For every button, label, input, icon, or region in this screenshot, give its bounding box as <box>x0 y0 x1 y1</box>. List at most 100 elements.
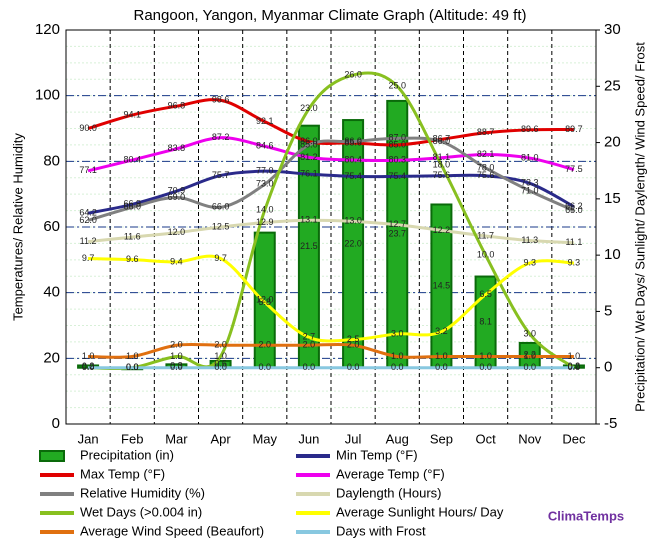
data-label: 82.1 <box>477 149 495 159</box>
data-label: 0.2 <box>568 361 581 371</box>
data-label: 3.0 <box>523 328 536 338</box>
data-label: 9.6 <box>126 254 139 264</box>
data-label: 2.0 <box>214 340 227 350</box>
data-label: 0.0 <box>82 362 95 372</box>
data-label: 75.4 <box>388 171 406 181</box>
x-tick-label: Aug <box>386 431 409 446</box>
data-label: 85.0 <box>388 139 406 149</box>
data-label: 0.0 <box>214 362 227 372</box>
data-label: 77.0 <box>256 166 274 176</box>
y-tick-label: 120 <box>35 21 60 38</box>
data-label: 81.0 <box>521 152 539 162</box>
y-tick-label: 20 <box>43 349 60 366</box>
data-label: 0.6 <box>214 359 227 369</box>
data-label: 76.1 <box>300 169 318 179</box>
data-label: 0.0 <box>568 362 581 372</box>
data-label: 1.0 <box>435 351 448 361</box>
y2-tick-label: 25 <box>604 77 621 94</box>
legend-label: Relative Humidity (%) <box>80 485 205 500</box>
data-label: 80.4 <box>123 154 141 164</box>
data-label: 84.6 <box>256 141 274 151</box>
data-label: 10.0 <box>477 250 495 260</box>
x-tick-label: Apr <box>210 431 231 446</box>
data-label: 86.0 <box>300 136 318 146</box>
data-label: 12.0 <box>168 227 186 237</box>
data-label: 2.0 <box>347 340 360 350</box>
x-tick-label: Oct <box>475 431 496 446</box>
x-tick-label: May <box>252 431 277 446</box>
data-label: 96.8 <box>168 101 186 111</box>
data-label: 11.3 <box>521 235 538 245</box>
data-label: 11.7 <box>477 230 494 240</box>
data-label: 1.0 <box>568 351 581 361</box>
y2-tick-label: -5 <box>604 415 617 432</box>
line <box>87 169 575 215</box>
x-tick-label: Mar <box>165 431 188 446</box>
x-tick-label: Sep <box>430 431 453 446</box>
data-label: 77.5 <box>565 164 583 174</box>
data-label: 73.0 <box>256 179 274 189</box>
data-label: 75.6 <box>477 170 495 180</box>
data-label: 0.0 <box>303 362 316 372</box>
y2-tick-label: 0 <box>604 359 612 376</box>
data-label: 80.3 <box>388 155 406 165</box>
data-label: 0.2 <box>82 361 95 371</box>
y2-tick-label: 15 <box>604 190 621 207</box>
data-label: 23.0 <box>300 103 318 113</box>
data-label: 66.9 <box>123 199 141 209</box>
data-label: 92.1 <box>256 116 274 126</box>
legend-label: Days with Frost <box>336 523 426 538</box>
data-label: 11.1 <box>565 237 582 247</box>
line <box>87 218 574 245</box>
y2-tick-label: 10 <box>604 246 621 263</box>
plot-frame <box>65 29 597 425</box>
line <box>87 136 575 173</box>
line <box>87 136 575 222</box>
data-label: 70.9 <box>168 186 186 196</box>
line <box>87 98 574 147</box>
data-label: 66.2 <box>565 201 583 211</box>
data-label: 0.0 <box>523 362 536 372</box>
data-label: 83.8 <box>168 143 186 153</box>
data-label: 9.3 <box>523 257 536 267</box>
line <box>88 342 574 359</box>
data-label: 0.3 <box>170 360 183 370</box>
data-label: 0.0 <box>126 362 139 372</box>
data-label: 0.0 <box>258 362 271 372</box>
data-label: 89.7 <box>565 124 583 134</box>
y-axis-title: Temperatures/ Relative Humidity <box>10 133 25 321</box>
y-tick-label: 60 <box>43 218 60 235</box>
data-label: 6.5 <box>479 289 492 299</box>
data-label: 1.0 <box>82 351 95 361</box>
y2-tick-label: 20 <box>604 134 621 151</box>
data-label: 12.9 <box>256 217 274 227</box>
data-label: 0.0 <box>391 362 404 372</box>
data-label: 88.7 <box>477 127 495 137</box>
x-tick-label: Dec <box>562 431 586 446</box>
data-label: 87.0 <box>388 133 406 143</box>
data-label: 1.0 <box>214 351 227 361</box>
data-label: 11.6 <box>124 232 141 242</box>
data-label: 2.5 <box>347 334 360 344</box>
data-label: 0.0 <box>170 362 183 372</box>
data-label: 78.0 <box>477 162 495 172</box>
data-label: 22.0 <box>344 238 362 248</box>
data-label: 71.0 <box>521 185 539 195</box>
x-tick-label: Feb <box>121 431 143 446</box>
data-label: 89.6 <box>521 124 539 134</box>
data-label: 9.4 <box>170 256 183 266</box>
data-label: 18.0 <box>433 159 451 169</box>
y2-axis-title: Precipitation/ Wet Days/ Sunlight/ Dayle… <box>632 42 647 412</box>
data-label: 85.6 <box>344 137 362 147</box>
x-tick-label: Jul <box>345 431 362 446</box>
y2-tick-label: 5 <box>604 302 612 319</box>
data-label: 12.0 <box>256 295 274 305</box>
data-label: 75.7 <box>212 170 230 180</box>
data-label: 1.0 <box>170 351 183 361</box>
data-label: 81.2 <box>300 152 318 162</box>
data-label: 86.0 <box>344 136 362 146</box>
data-label: 9.3 <box>568 257 581 267</box>
data-label: 11.2 <box>80 236 97 246</box>
data-label: 13.0 <box>344 216 362 226</box>
data-label: 0.0 <box>435 362 448 372</box>
